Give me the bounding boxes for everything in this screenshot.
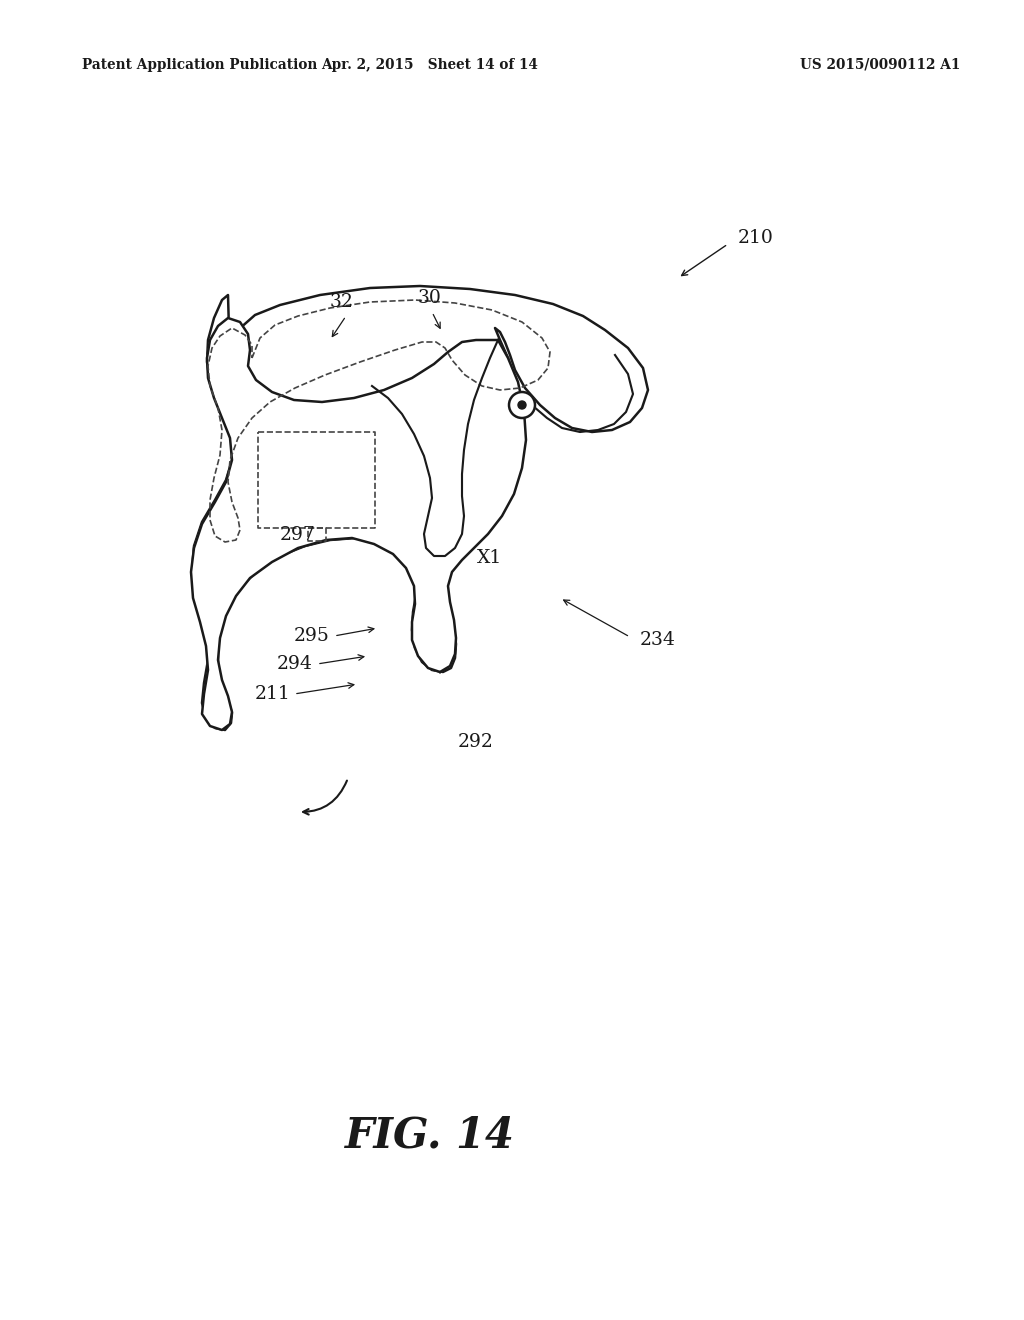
Text: 292: 292 <box>458 733 494 751</box>
Text: 294: 294 <box>278 655 313 673</box>
Circle shape <box>518 401 526 409</box>
Text: FIG. 14: FIG. 14 <box>345 1114 515 1156</box>
Text: 210: 210 <box>738 228 774 247</box>
Text: 30: 30 <box>418 289 442 308</box>
Text: 234: 234 <box>640 631 676 649</box>
Text: 32: 32 <box>330 293 354 312</box>
Polygon shape <box>193 286 648 730</box>
Text: 295: 295 <box>294 627 330 645</box>
Text: 297: 297 <box>280 525 316 544</box>
Text: Patent Application Publication: Patent Application Publication <box>82 58 317 73</box>
Polygon shape <box>191 318 526 730</box>
Circle shape <box>509 392 535 418</box>
Text: 211: 211 <box>254 685 290 704</box>
Text: X1: X1 <box>477 549 503 568</box>
Text: US 2015/0090112 A1: US 2015/0090112 A1 <box>800 58 961 73</box>
Text: Apr. 2, 2015   Sheet 14 of 14: Apr. 2, 2015 Sheet 14 of 14 <box>322 58 539 73</box>
